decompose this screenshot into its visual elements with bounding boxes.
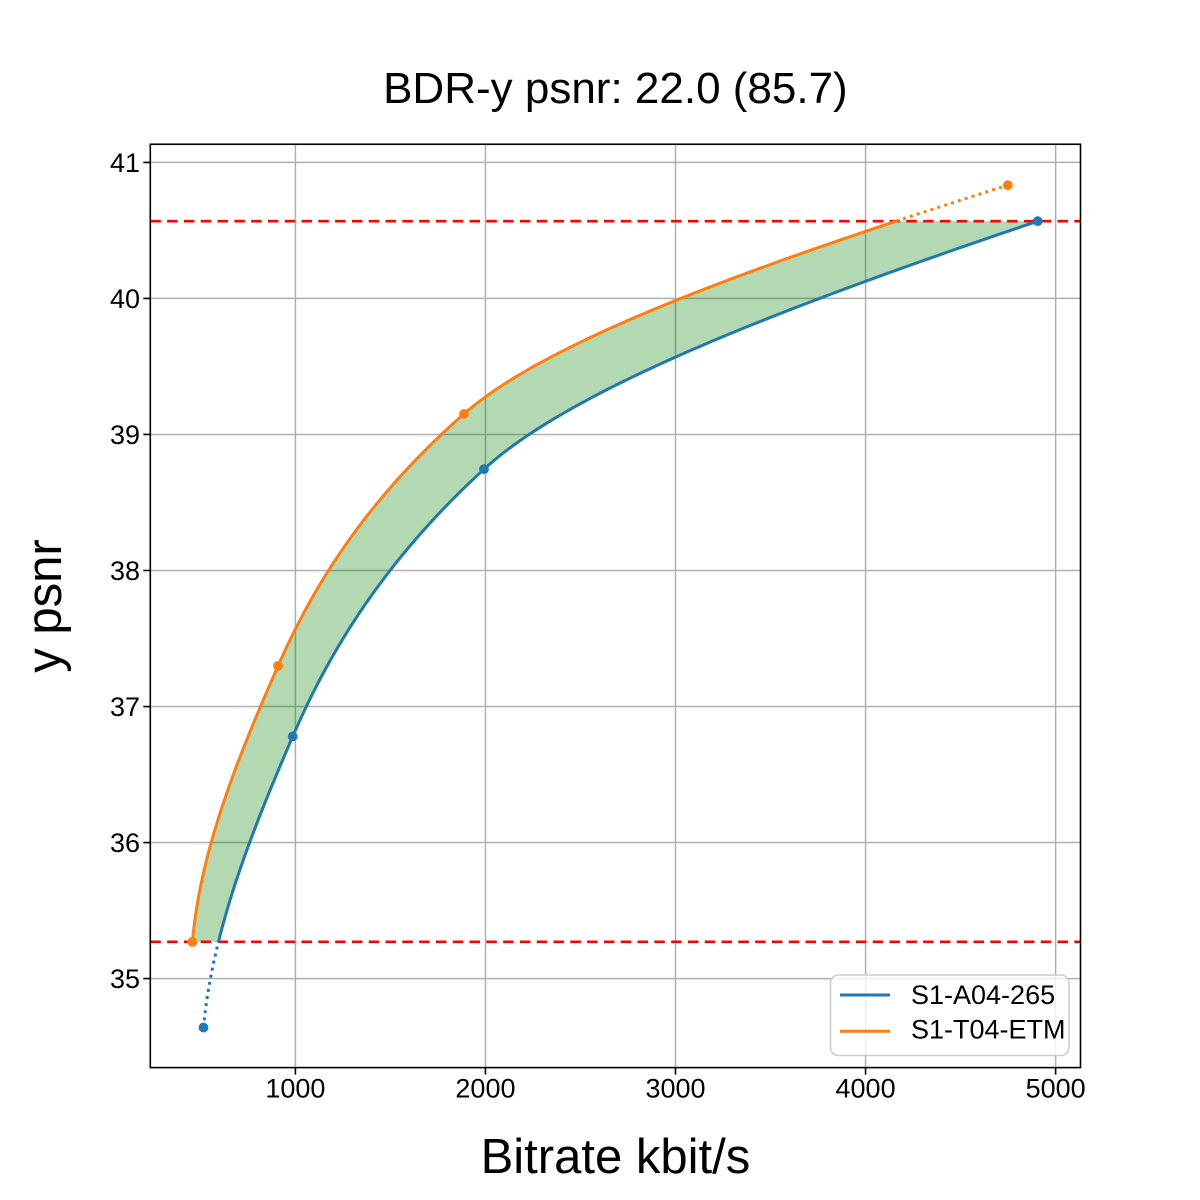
svg-text:3000: 3000	[645, 1074, 705, 1104]
svg-text:41: 41	[110, 148, 140, 178]
svg-text:38: 38	[110, 556, 140, 586]
svg-text:40: 40	[110, 284, 140, 314]
svg-text:39: 39	[110, 420, 140, 450]
svg-text:5000: 5000	[1026, 1074, 1086, 1104]
svg-text:36: 36	[110, 828, 140, 858]
svg-text:y psnr: y psnr	[18, 539, 72, 672]
svg-text:S1-A04-265: S1-A04-265	[911, 980, 1055, 1010]
svg-text:2000: 2000	[455, 1074, 515, 1104]
svg-text:37: 37	[110, 692, 140, 722]
svg-text:35: 35	[110, 964, 140, 994]
svg-text:S1-T04-ETM: S1-T04-ETM	[911, 1015, 1066, 1045]
svg-text:4000: 4000	[836, 1074, 896, 1104]
svg-text:BDR-y psnr: 22.0 (85.7): BDR-y psnr: 22.0 (85.7)	[383, 64, 848, 113]
svg-text:1000: 1000	[265, 1074, 325, 1104]
svg-text:Bitrate kbit/s: Bitrate kbit/s	[481, 1130, 751, 1184]
